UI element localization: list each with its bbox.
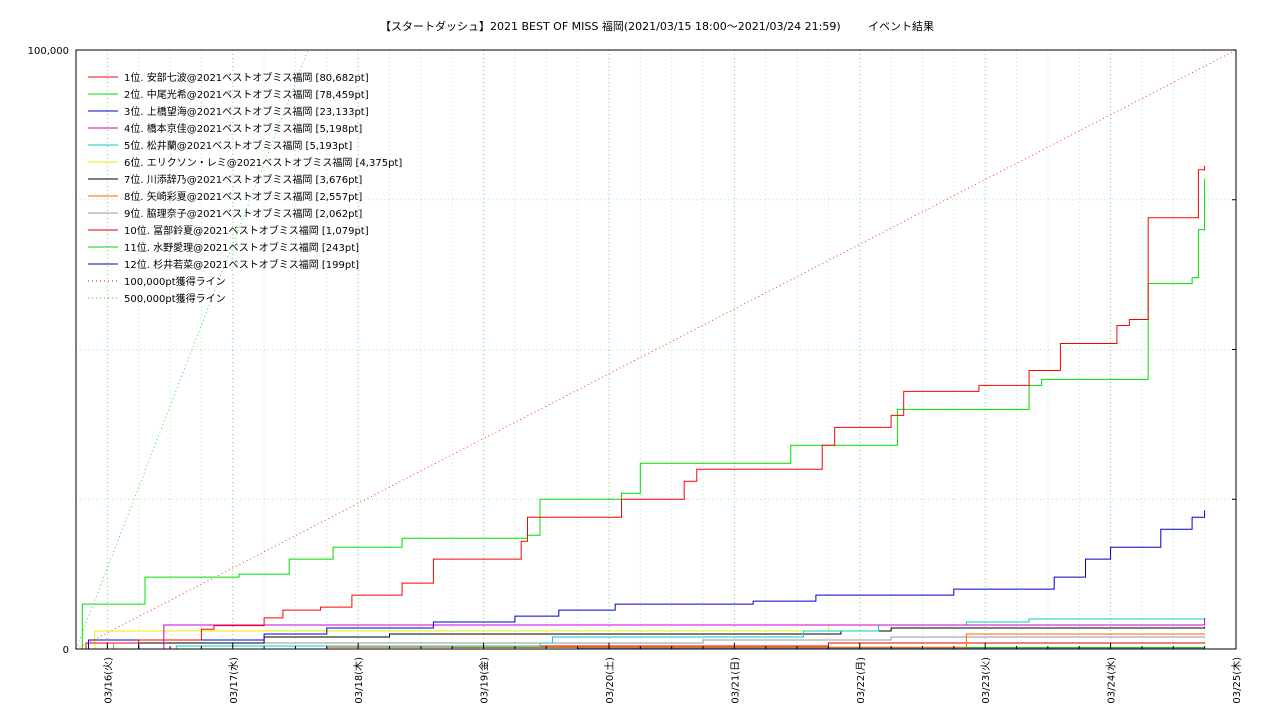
legend-entry: 10位. 冨部鈴夏@2021ベストオブミス福岡 [1,079pt] [124, 224, 369, 237]
legend-entry: 6位. エリクソン・レミ@2021ベストオブミス福岡 [4,375pt] [124, 156, 402, 169]
x-tick-label: 03/20(土) [603, 657, 616, 704]
legend-entry: 4位. 橋本京佳@2021ベストオブミス福岡 [5,198pt] [124, 122, 362, 135]
reference-lines [76, 50, 1236, 649]
y-tick-label: 100,000 [28, 46, 69, 57]
series-line [76, 633, 1206, 649]
chart-title-suffix: イベント結果 [868, 19, 934, 33]
legend-entry: 5位. 松井蘭@2021ベストオブミス福岡 [5,193pt] [124, 139, 352, 152]
reference-line [76, 50, 1236, 649]
legend-entry: 12位. 杉井若菜@2021ベストオブミス福岡 [199pt] [124, 258, 359, 271]
chart-title: 【スタートダッシュ】2021 BEST OF MISS 福岡(2021/03/1… [380, 19, 841, 33]
legend-entry: 8位. 矢崎彩夏@2021ベストオブミス福岡 [2,557pt] [124, 190, 362, 203]
series-line [76, 636, 1206, 649]
series-line [76, 617, 1206, 649]
legend: 1位. 安部七波@2021ベストオブミス福岡 [80,682pt] 2位. 中尾光… [88, 71, 402, 305]
series-line [76, 165, 1206, 649]
legend-entry: 7位. 川添辞乃@2021ベストオブミス福岡 [3,676pt] [124, 173, 362, 186]
x-tick-label: 03/17(水) [228, 657, 240, 704]
legend-entry: 3位. 上橋望海@2021ベストオブミス福岡 [23,133pt] [124, 105, 369, 118]
x-tick-label: 03/25(木) [1231, 657, 1243, 704]
legend-entry: 9位. 脇理奈子@2021ベストオブミス福岡 [2,062pt] [124, 207, 362, 220]
x-tick-label: 03/22(月) [855, 657, 867, 704]
x-tick-label: 03/21(日) [730, 657, 741, 704]
x-tick-label: 03/18(木) [353, 657, 365, 704]
legend-entry: 500,000pt獲得ライン [124, 292, 226, 305]
series-line [76, 617, 1206, 649]
legend-entry: 2位. 中尾光希@2021ベストオブミス福岡 [78,459pt] [124, 88, 369, 101]
axes: 100,000 0 03/16(火) 03/17(水) 03/18(木) 03/19(金)… [28, 46, 1243, 704]
y-tick-label: 0 [63, 645, 69, 656]
x-tick-label: 03/23(火) [980, 657, 992, 704]
legend-entry: 11位. 水野愛理@2021ベストオブミス福岡 [243pt] [124, 241, 359, 254]
series-line [76, 179, 1206, 649]
x-tick-label: 03/16(火) [102, 657, 114, 704]
x-tick-label: 03/19(金) [478, 657, 491, 704]
x-tick-label: 03/24(水) [1106, 657, 1118, 704]
series-line [76, 510, 1206, 649]
legend-entry: 1位. 安部七波@2021ベストオブミス福岡 [80,682pt] [124, 71, 369, 84]
legend-entry: 100,000pt獲得ライン [124, 275, 226, 288]
